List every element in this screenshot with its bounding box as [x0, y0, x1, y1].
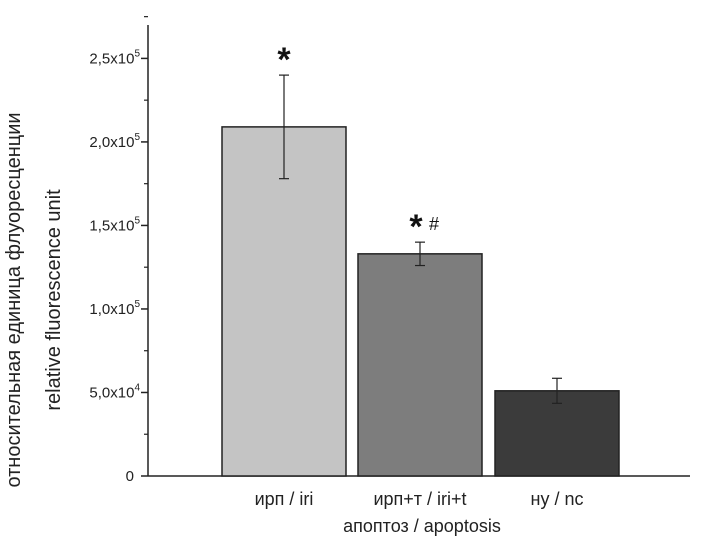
plot-area: 0 5,0x104 1,0x105 1,5x105 2,0x105 2,5x105 ирп …	[89, 16, 690, 509]
y-tick-label: 1,5x105	[89, 215, 140, 234]
y-tick-label: 5,0x104	[89, 382, 140, 401]
category-label: ирп / iri	[255, 489, 314, 509]
category-label: ирп+т / iri+t	[373, 489, 466, 509]
bar	[494, 390, 620, 477]
y-axis-title-line2: relative fluorescence unit	[43, 189, 65, 411]
significance-marker: *	[277, 41, 291, 79]
y-tick-label: 2,5x105	[89, 48, 140, 67]
y-tick-label: 1,0x105	[89, 299, 140, 318]
y-axis-title: относительная единица флуоресценции rela…	[3, 112, 65, 487]
category-label: ну / nc	[531, 489, 584, 509]
bar	[357, 253, 483, 477]
bar	[221, 126, 347, 477]
significance-marker: #	[429, 214, 439, 234]
y-axis-title-line1: относительная единица флуоресценции	[3, 112, 25, 487]
y-tick-label: 0	[126, 468, 134, 485]
y-tick-label: 2,0x105	[89, 132, 140, 151]
x-axis-title: апоптоз / apoptosis	[343, 516, 501, 536]
significance-marker: *	[409, 208, 423, 246]
